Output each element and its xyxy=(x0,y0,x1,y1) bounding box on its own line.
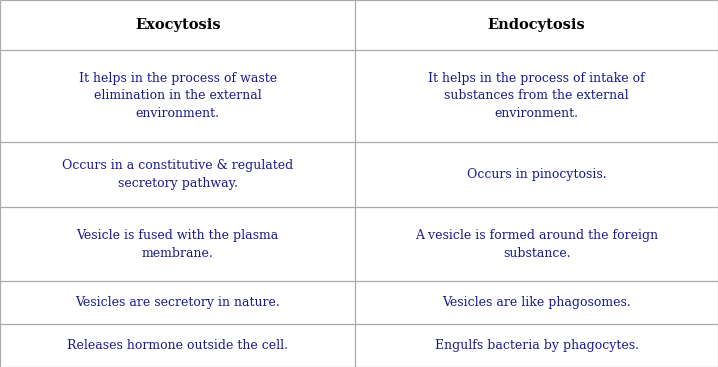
Text: Occurs in pinocytosis.: Occurs in pinocytosis. xyxy=(467,168,607,181)
Text: Vesicle is fused with the plasma
membrane.: Vesicle is fused with the plasma membran… xyxy=(77,229,279,259)
Text: It helps in the process of waste
elimination in the external
environment.: It helps in the process of waste elimina… xyxy=(79,72,276,120)
Text: Exocytosis: Exocytosis xyxy=(135,18,220,32)
Text: Engulfs bacteria by phagocytes.: Engulfs bacteria by phagocytes. xyxy=(434,339,639,352)
Text: Vesicles are like phagosomes.: Vesicles are like phagosomes. xyxy=(442,296,631,309)
Text: A vesicle is formed around the foreign
substance.: A vesicle is formed around the foreign s… xyxy=(415,229,658,259)
Text: Releases hormone outside the cell.: Releases hormone outside the cell. xyxy=(67,339,288,352)
Text: Endocytosis: Endocytosis xyxy=(488,18,586,32)
Text: Occurs in a constitutive & regulated
secretory pathway.: Occurs in a constitutive & regulated sec… xyxy=(62,159,294,190)
Text: It helps in the process of intake of
substances from the external
environment.: It helps in the process of intake of sub… xyxy=(429,72,645,120)
Text: Vesicles are secretory in nature.: Vesicles are secretory in nature. xyxy=(75,296,280,309)
